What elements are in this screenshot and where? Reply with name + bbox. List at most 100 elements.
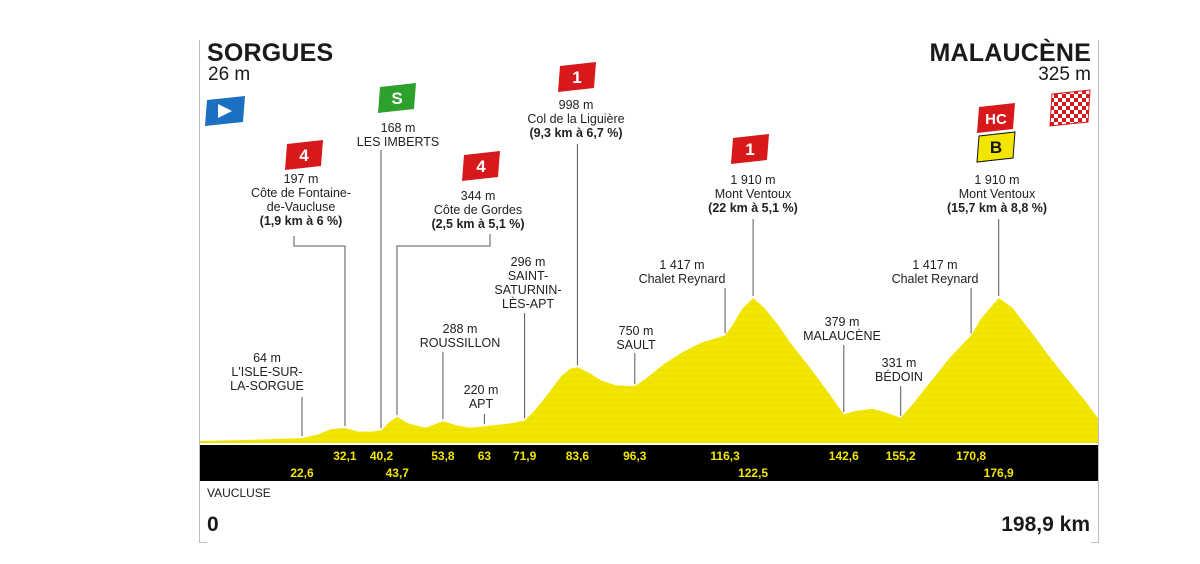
climb-badges-layer: 4 S 4 1 1 HC B xyxy=(285,62,1016,181)
badge-fontaine-shape xyxy=(285,140,323,170)
km-marker-122,5: 122,5 xyxy=(738,466,768,480)
reynard1-alt: 1 417 m xyxy=(659,258,705,272)
imberts-name1: LES IMBERTS xyxy=(356,135,440,149)
fontaine-name1: Côte de Fontaine- xyxy=(250,186,352,200)
bedoin-alt: 331 m xyxy=(881,356,917,370)
badge-imberts-label: S xyxy=(391,89,402,108)
km-marker-22,6: 22,6 xyxy=(290,466,314,480)
km-marker-83,6: 83,6 xyxy=(566,449,590,463)
ventoux2-alt: 1 910 m xyxy=(974,173,1020,187)
department-label: VAUCLUSE xyxy=(207,486,271,500)
badge-gordes-label: 4 xyxy=(476,157,486,176)
badge-liguiere-label: 1 xyxy=(572,68,581,87)
label-liguiere: 998 m Col de la Liguière (9,3 km à 6,7 %… xyxy=(505,98,647,140)
saturnin-name2: SATURNIN- xyxy=(494,283,562,297)
frame-left-line xyxy=(199,40,200,543)
km-marker-96,3: 96,3 xyxy=(623,449,647,463)
badge-ventoux2-b-label: B xyxy=(990,138,1002,157)
km-marker-71,9: 71,9 xyxy=(513,449,537,463)
sault-alt: 750 m xyxy=(618,324,654,338)
label-bedoin: 331 m BÉDOIN xyxy=(862,356,936,384)
km-marker-116,3: 116,3 xyxy=(710,449,740,463)
badge-gordes-icon: 4 xyxy=(462,151,500,181)
badge-liguiere-icon: 1 xyxy=(558,62,596,92)
km-band xyxy=(200,445,1098,481)
label-roussillon: 288 m ROUSSILLON xyxy=(405,322,515,350)
sault-name1: SAULT xyxy=(616,338,656,352)
leader-fontaine xyxy=(293,236,346,427)
liguiere-name1: Col de la Liguière xyxy=(527,112,625,126)
frame-right-line xyxy=(1098,40,1099,543)
label-reynard2: 1 417 m Chalet Reynard xyxy=(880,258,990,286)
frame-left-foot xyxy=(199,542,207,543)
badge-ventoux2-b-shape xyxy=(977,132,1015,162)
km-marker-43,7: 43,7 xyxy=(386,466,410,480)
badge-ventoux1-shape xyxy=(731,134,769,164)
finish-distance: 198,9 km xyxy=(1001,513,1090,536)
profile-area xyxy=(200,298,1098,443)
ventoux1-name1: Mont Ventoux xyxy=(714,187,792,201)
gordes-name1: Côte de Gordes xyxy=(433,203,523,217)
label-ventoux1: 1 910 m Mont Ventoux (22 km à 5,1 %) xyxy=(683,173,823,215)
km-marker-142,6: 142,6 xyxy=(829,449,859,463)
label-imberts: 168 m LES IMBERTS xyxy=(338,121,458,149)
label-malaucene: 379 m MALAUCÈNE xyxy=(790,315,894,343)
km-band-layer: 22,6 32,1 40,2 43,7 53,8 63 71,9 83,6 96,3 116,3 1… xyxy=(200,445,1098,481)
fontaine-detail: (1,9 km à 6 %) xyxy=(259,214,343,228)
badge-ventoux2-hc-shape xyxy=(977,103,1015,133)
label-fontaine: 197 m Côte de Fontaine- de-Vaucluse (1,9… xyxy=(229,172,373,228)
badge-imberts-icon: S xyxy=(378,83,416,113)
roussillon-alt: 288 m xyxy=(442,322,478,336)
gordes-alt: 344 m xyxy=(460,189,496,203)
reynard2-name1: Chalet Reynard xyxy=(891,272,979,286)
badge-ventoux2-hc-label: HC xyxy=(985,111,1007,128)
apt-alt: 220 m xyxy=(463,383,499,397)
badge-liguiere-shape xyxy=(558,62,596,92)
label-sault: 750 m SAULT xyxy=(598,324,674,352)
finish-town-name: MALAUCÈNE xyxy=(929,39,1091,67)
ventoux2-detail: (15,7 km à 8,8 %) xyxy=(946,201,1048,215)
km-marker-176,9: 176,9 xyxy=(984,466,1014,480)
badge-ventoux2-hc-icon: HC xyxy=(977,103,1015,133)
malaucene-alt: 379 m xyxy=(824,315,860,329)
start-altitude: 26 m xyxy=(208,64,251,85)
roussillon-name1: ROUSSILLON xyxy=(419,336,501,350)
km-marker-63: 63 xyxy=(478,449,492,463)
label-saturnin: 296 m SAINT- SATURNIN- LÈS-APT xyxy=(488,255,568,311)
km-marker-40,2: 40,2 xyxy=(370,449,394,463)
reynard1-name1: Chalet Reynard xyxy=(638,272,726,286)
saturnin-name1: SAINT- xyxy=(507,269,549,283)
km-marker-32,1: 32,1 xyxy=(333,449,357,463)
badge-ventoux2-b-icon: B xyxy=(976,131,1016,163)
label-apt: 220 m APT xyxy=(451,383,511,411)
bedoin-name1: BÉDOIN xyxy=(875,370,923,384)
badge-fontaine-icon: 4 xyxy=(285,140,323,170)
start-distance: 0 xyxy=(207,513,219,536)
isle-alt: 64 m xyxy=(253,351,281,365)
isle-name1: L'ISLE-SUR- xyxy=(231,365,303,379)
badge-ventoux1-label: 1 xyxy=(745,140,754,159)
label-ventoux2: 1 910 m Mont Ventoux (15,7 km à 8,8 %) xyxy=(922,173,1072,215)
start-flag-icon xyxy=(205,96,245,126)
km-marker-53,8: 53,8 xyxy=(431,449,455,463)
leader-lines-layer xyxy=(293,144,1000,437)
liguiere-alt: 998 m xyxy=(558,98,594,112)
liguiere-detail: (9,3 km à 6,7 %) xyxy=(529,126,623,140)
km-marker-170,8: 170,8 xyxy=(956,449,986,463)
fontaine-alt: 197 m xyxy=(283,172,319,186)
finish-altitude: 325 m xyxy=(1038,64,1091,85)
malaucene-name1: MALAUCÈNE xyxy=(803,329,881,343)
profile-layer xyxy=(200,298,1098,443)
start-town-name: SORGUES xyxy=(207,39,334,67)
badge-gordes-shape xyxy=(462,151,500,181)
isle-name2: LA-SORGUE xyxy=(230,379,304,393)
fontaine-name2: de-Vaucluse xyxy=(266,200,336,214)
badge-ventoux1-icon: 1 xyxy=(731,134,769,164)
finish-flag-icon xyxy=(1049,89,1091,127)
label-reynard1: 1 417 m Chalet Reynard xyxy=(627,258,737,286)
badge-fontaine-label: 4 xyxy=(299,146,309,165)
leader-gordes xyxy=(396,234,491,415)
badge-imberts-shape xyxy=(378,83,416,113)
